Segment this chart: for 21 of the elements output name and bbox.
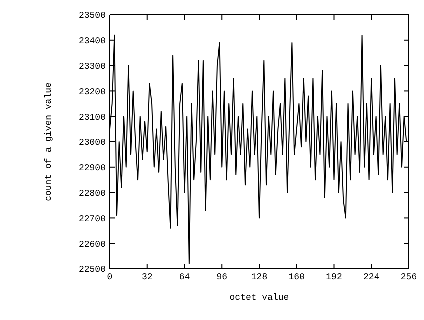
- x-tick-label: 0: [107, 272, 113, 282]
- y-tick-label: 22800: [78, 188, 106, 199]
- y-tick-label: 23000: [78, 138, 106, 148]
- x-tick-label: 160: [288, 272, 305, 282]
- y-tick-label: 22700: [78, 214, 106, 224]
- x-tick-label: 224: [364, 272, 380, 282]
- y-tick-label: 22600: [78, 240, 106, 250]
- x-axis-title: octet value: [230, 293, 290, 303]
- y-axis-title: count of a given value: [44, 82, 54, 202]
- x-tick-label: 192: [326, 272, 342, 282]
- x-tick-label: 128: [251, 272, 268, 282]
- x-tick-label: 32: [142, 272, 153, 282]
- y-tick-label: 23400: [78, 36, 106, 47]
- y-tick-label: 23100: [78, 112, 106, 123]
- y-tick-label: 23300: [78, 62, 106, 72]
- y-tick-label: 23200: [78, 87, 106, 98]
- x-tick-label: 64: [179, 272, 190, 282]
- y-tick-label: 23500: [78, 11, 106, 22]
- y-tick-label: 22500: [78, 265, 106, 276]
- y-tick-label: 22900: [78, 164, 106, 174]
- x-tick-label: 96: [216, 272, 228, 282]
